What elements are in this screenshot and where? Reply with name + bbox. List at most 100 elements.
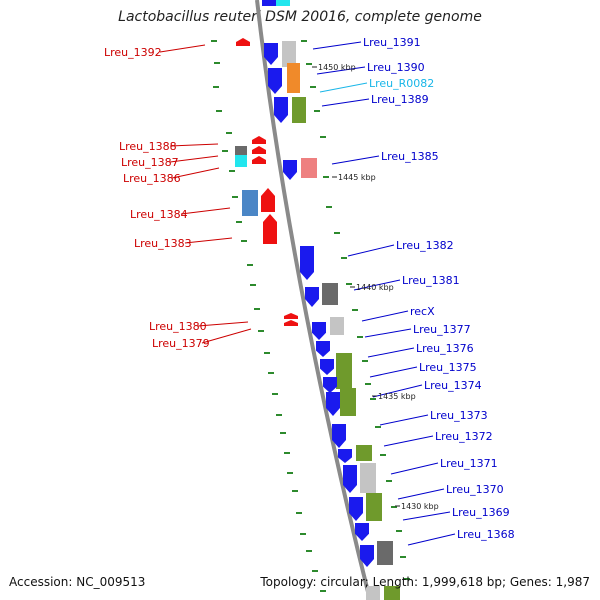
gene-label-right[interactable]: Lreu_1368 xyxy=(457,528,515,541)
tick-mark xyxy=(222,150,228,152)
scale-labels: 1450 kbp 1445 kbp 1440 kbp 1435 kbp 1430 kbp xyxy=(312,63,439,511)
tick-mark xyxy=(268,372,274,374)
gene-label-right[interactable]: Lreu_1377 xyxy=(413,323,471,336)
tick-mark xyxy=(213,86,219,88)
gene-feature xyxy=(274,97,288,123)
tick-mark xyxy=(352,309,358,311)
gene-feature xyxy=(330,317,344,335)
leader-line xyxy=(369,366,418,378)
gene-feature xyxy=(355,523,369,541)
tick-mark xyxy=(391,506,397,508)
gene-feature xyxy=(242,190,258,216)
gene-feature xyxy=(261,188,275,212)
gene-feature xyxy=(235,155,247,167)
leader-line xyxy=(321,98,370,107)
gene-label-left[interactable]: Lreu_1386 xyxy=(123,172,181,185)
gene-label-right[interactable]: Lreu_1391 xyxy=(363,36,421,49)
gene-feature xyxy=(262,0,276,6)
label-leader-lines xyxy=(159,41,456,546)
gene-label-right[interactable]: Lreu_R0082 xyxy=(369,77,434,90)
gene-feature xyxy=(323,377,337,393)
gene-label-left[interactable]: Lreu_1380 xyxy=(149,320,207,333)
gene-label-right[interactable]: Lreu_1373 xyxy=(430,409,488,422)
leader-line xyxy=(316,66,366,75)
tick-mark xyxy=(357,336,363,338)
gene-label-right[interactable]: Lreu_1375 xyxy=(419,361,477,374)
tick-mark xyxy=(254,308,260,310)
tick-mark xyxy=(404,578,410,580)
gene-feature xyxy=(276,0,290,6)
gene-label-left[interactable]: Lreu_1387 xyxy=(121,156,179,169)
tick-mark xyxy=(314,110,320,112)
leader-line xyxy=(402,511,451,521)
gene-feature xyxy=(301,158,317,178)
leader-line xyxy=(390,462,439,475)
gene-label-left[interactable]: Lreu_1392 xyxy=(104,46,162,59)
gene-feature xyxy=(284,313,298,319)
tick-mark xyxy=(310,86,316,88)
tick-mark xyxy=(214,62,220,64)
gene-feature xyxy=(360,463,376,493)
leader-line xyxy=(367,347,415,358)
tick-mark xyxy=(320,136,326,138)
gene-label-left[interactable]: Lreu_1383 xyxy=(134,237,192,250)
tick-mark xyxy=(236,221,242,223)
gene-feature xyxy=(343,465,357,493)
tick-mark xyxy=(306,63,312,65)
tick-mark xyxy=(211,40,217,42)
leader-line xyxy=(197,321,249,327)
gene-label-left[interactable]: Lreu_1379 xyxy=(152,337,210,350)
leader-line xyxy=(331,155,380,165)
leader-line xyxy=(169,143,219,147)
gene-label-right[interactable]: Lreu_1374 xyxy=(424,379,482,392)
gene-label-right[interactable]: Lreu_1385 xyxy=(381,150,439,163)
leader-line xyxy=(201,328,252,344)
gene-label-right[interactable]: Lreu_1369 xyxy=(452,506,510,519)
gene-label-left[interactable]: Lreu_1384 xyxy=(130,208,188,221)
tick-mark xyxy=(216,110,222,112)
gene-label-right[interactable]: Lreu_1371 xyxy=(440,457,498,470)
gene-label-right[interactable]: Lreu_1390 xyxy=(367,61,425,74)
gene-label-right[interactable]: Lreu_1372 xyxy=(435,430,493,443)
tick-mark xyxy=(362,360,368,362)
gene-feature xyxy=(263,214,277,244)
tick-mark xyxy=(258,330,264,332)
leader-line xyxy=(383,435,434,447)
tick-mark xyxy=(370,398,376,400)
leader-line xyxy=(407,533,456,546)
gene-feature xyxy=(377,541,393,565)
gene-label-right[interactable]: Lreu_1370 xyxy=(446,483,504,496)
tick-mark xyxy=(300,533,306,535)
leader-line xyxy=(171,167,220,179)
gene-label-right[interactable]: recX xyxy=(410,305,435,318)
tick-mark xyxy=(229,170,235,172)
tick-mark xyxy=(301,40,307,42)
leader-line xyxy=(159,44,206,53)
gene-label-left[interactable]: Lreu_1388 xyxy=(119,140,177,153)
tick-mark xyxy=(241,240,247,242)
gene-label-right[interactable]: Lreu_1389 xyxy=(371,93,429,106)
leader-line xyxy=(361,310,409,322)
tick-mark xyxy=(326,206,332,208)
leader-line xyxy=(364,328,412,338)
gene-label-right[interactable]: Lreu_1381 xyxy=(402,274,460,287)
gene-label-right[interactable]: Lreu_1382 xyxy=(396,239,454,252)
gene-feature xyxy=(360,545,374,567)
tick-mark xyxy=(341,257,347,259)
leader-line xyxy=(169,155,219,163)
scale-label: 1440 kbp xyxy=(356,283,394,292)
leader-line xyxy=(347,244,395,257)
tick-mark xyxy=(400,556,406,558)
gene-feature xyxy=(316,341,330,357)
gene-feature xyxy=(340,388,356,416)
gene-feature xyxy=(236,38,250,46)
tick-mark xyxy=(284,452,290,454)
gene-label-right[interactable]: Lreu_1376 xyxy=(416,342,474,355)
gene-feature xyxy=(292,97,306,123)
tick-mark xyxy=(232,196,238,198)
gene-feature xyxy=(366,493,382,521)
tick-marks xyxy=(211,40,410,592)
scale-label: 1430 kbp xyxy=(401,502,439,511)
gene-feature xyxy=(287,63,300,93)
